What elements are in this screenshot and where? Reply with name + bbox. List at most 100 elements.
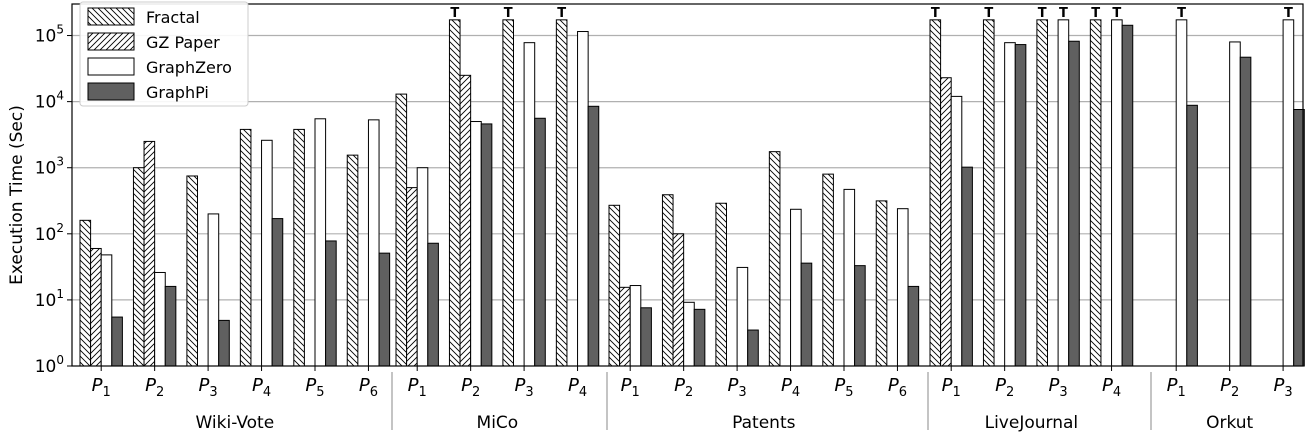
pattern-subscript: 4 [579,385,587,400]
pattern-subscript: 2 [472,385,480,400]
bar-gz-paper [143,140,156,367]
bar-gz-paper [940,77,952,367]
bar-fractal [239,128,252,367]
pattern-letter: P [942,375,953,396]
pattern-letter: P [252,375,263,396]
x-tick-label: P1 [621,375,640,400]
bar-graphpi [1068,40,1080,367]
bar-graphzero [1057,19,1070,367]
bar-graphzero [683,301,695,367]
axes [67,3,1304,430]
bar-graphzero [1229,41,1241,367]
group-label: Wiki-Vote [195,413,274,433]
group-label: Patents [732,413,795,433]
bar-graphpi [693,308,706,367]
x-tick-label: P2 [461,375,480,400]
bar-graphzero [1111,19,1123,367]
bar-graphpi [271,218,284,367]
y-tick-base: 10 [35,357,57,377]
bar-graphpi [427,242,439,367]
bar-graphpi [747,329,759,367]
bar-graphpi [587,105,600,367]
bar-graphpi [164,285,177,367]
pattern-letter: P [995,375,1006,396]
pattern-letter: P [359,375,370,396]
bar-gz-paper [90,247,102,367]
y-tick-label: 102 [35,221,64,245]
y-tick-exponent: 1 [56,287,64,301]
bar-graphzero [950,95,963,367]
bars [79,19,1305,367]
pattern-letter: P [515,375,526,396]
y-tick-exponent: 4 [56,89,64,103]
pattern-letter: P [1167,375,1178,396]
bar-graphpi [961,166,973,367]
pattern-subscript: 2 [1006,385,1014,400]
legend-swatch [87,7,135,26]
pattern-subscript: 2 [156,385,164,400]
timeout-marker: T [450,6,459,21]
pattern-letter: P [408,375,419,396]
bar-graphzero [523,42,536,367]
bar-graphzero [1282,19,1295,367]
x-tick-label: P2 [674,375,693,400]
bar-graphzero [896,208,909,367]
pattern-subscript: 3 [1284,385,1292,400]
y-tick-label: 104 [35,89,64,113]
pattern-letter: P [568,375,579,396]
x-tick-label: P3 [1274,375,1293,400]
pattern-letter: P [461,375,472,396]
x-tick-label: P3 [728,375,747,400]
legend-label: Fractal [146,8,200,27]
x-tick-label: P4 [781,375,800,400]
bar-fractal [448,19,461,367]
bar-fractal [822,173,834,367]
bar-fractal [768,151,781,367]
bar-graphpi [480,123,493,367]
y-tick-base: 10 [35,159,57,179]
y-tick-label: 101 [35,287,64,311]
bar-graphzero [629,285,642,367]
bar-fractal [395,93,408,367]
timeout-marker: T [984,6,993,21]
bar-graphpi [325,240,337,367]
bar-graphzero [1175,19,1188,367]
pattern-letter: P [305,375,316,396]
legend-swatch [87,82,135,101]
bar-gz-paper [672,233,685,367]
pattern-subscript: 1 [631,385,639,400]
group-label: MiCo [477,413,519,433]
bar-fractal [982,19,995,367]
x-tick-label: P3 [1049,375,1068,400]
legend-box [79,1,249,107]
pattern-subscript: 3 [525,385,533,400]
bar-graphzero [154,271,166,367]
bar-graphzero [314,118,327,367]
bar-graphzero [736,266,749,367]
bar-graphpi [1121,24,1134,367]
x-tick-label: P4 [1102,375,1121,400]
pattern-subscript: 4 [1113,385,1121,400]
y-axis-label: Execution Time (Sec) [7,105,27,285]
bar-gz-paper [459,74,472,367]
x-tick-label: P3 [515,375,534,400]
bar-graphpi [907,285,920,367]
pattern-subscript: 3 [209,385,217,400]
bar-fractal [79,219,92,367]
bar-graphpi [218,319,230,367]
timeout-marker: T [557,6,566,21]
pattern-subscript: 3 [1059,385,1067,400]
pattern-subscript: 1 [418,385,426,400]
bar-fractal [715,202,728,367]
bar-graphzero [790,208,802,367]
bar-graphzero [843,188,856,367]
x-tick-label: P2 [995,375,1014,400]
pattern-subscript: 4 [792,385,800,400]
bar-graphpi [111,316,123,367]
y-tick-exponent: 0 [56,353,64,367]
timeout-marker: T [1112,6,1121,21]
bar-fractal [608,204,621,367]
bar-graphzero [416,167,429,367]
y-tick-base: 10 [35,93,57,113]
y-tick-base: 10 [35,27,57,47]
